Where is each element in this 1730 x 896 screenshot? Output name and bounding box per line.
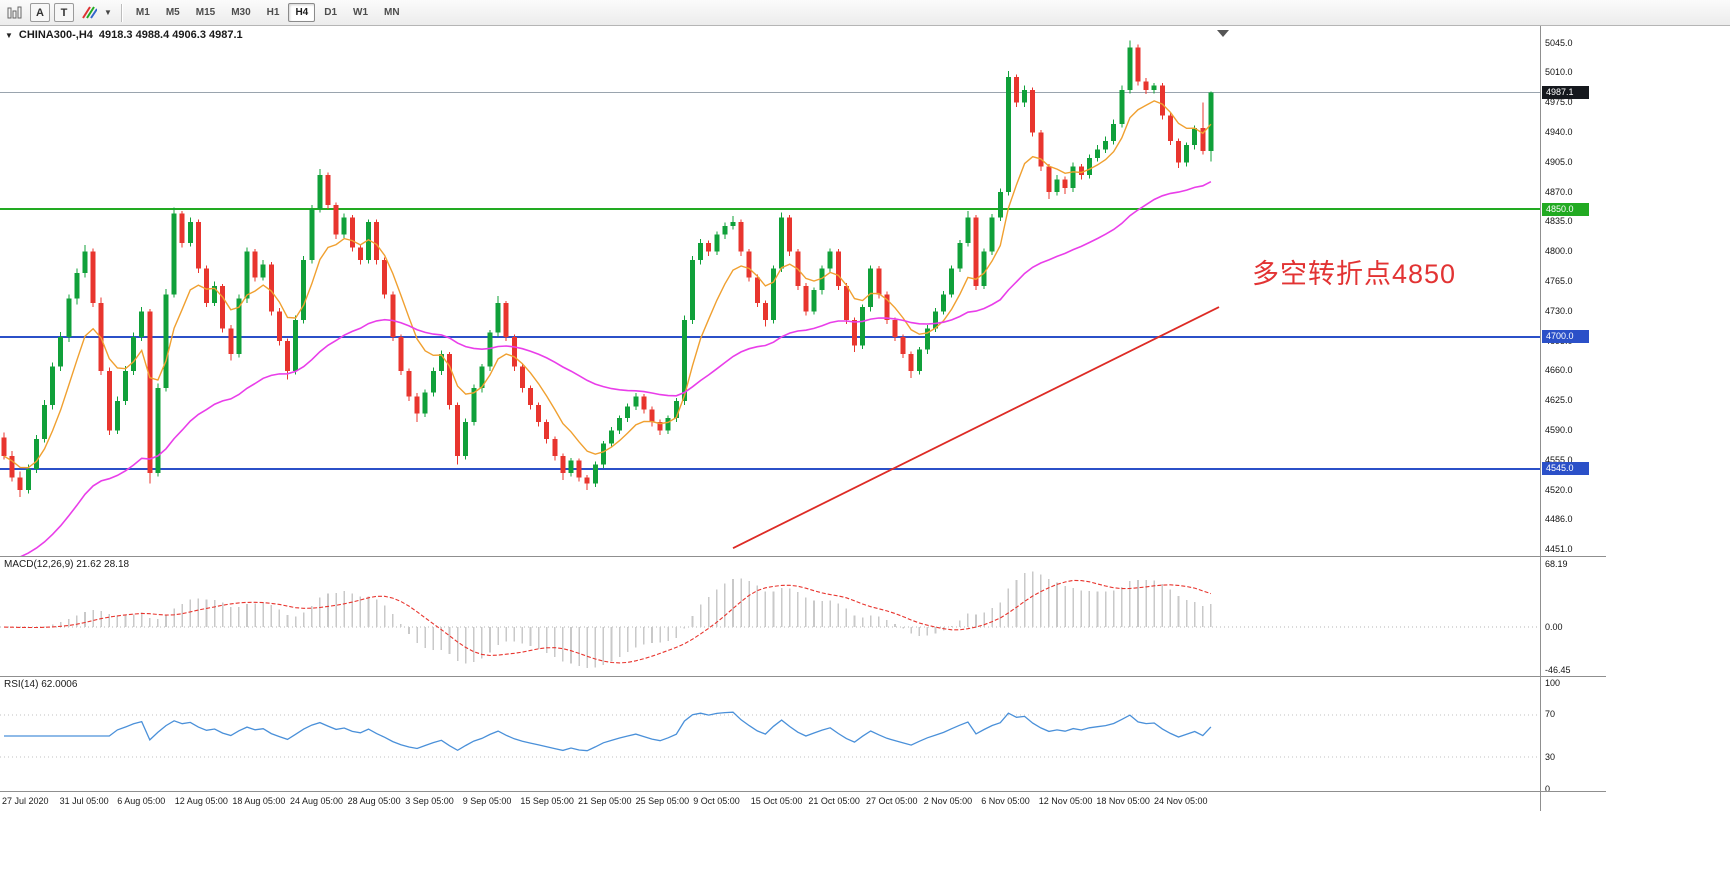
long-trend-line [732, 306, 1220, 549]
rsi-axis-label: 30 [1545, 751, 1556, 762]
price-axis-label: 4905.0 [1545, 156, 1573, 167]
time-axis-label: 2 Nov 05:00 [923, 796, 973, 806]
price-axis-label: 4975.0 [1545, 97, 1573, 108]
price-axis-label: 4660.0 [1545, 365, 1573, 376]
ohlc-values: 4918.3 4988.4 4906.3 4987.1 [98, 29, 243, 41]
macd-axis-label: 0.00 [1545, 621, 1563, 632]
timeframe-button-m1[interactable]: M1 [135, 7, 150, 18]
timeframe-button-mn[interactable]: MN [384, 7, 400, 18]
rsi-panel[interactable] [0, 676, 1541, 791]
time-axis[interactable]: 27 Jul 2020 31 Jul 05:00 6 Aug 05:00 12 Aug… [0, 791, 1606, 813]
time-axis-label: 9 Oct 05:00 [693, 796, 740, 806]
price-axis-label: 4451.0 [1545, 543, 1573, 554]
chevron-down-icon[interactable]: ▼ [104, 8, 112, 17]
time-axis-label: 21 Sep 05:00 [578, 796, 632, 806]
rsi-axis-label: 70 [1545, 709, 1556, 720]
price-axis-label: 4730.0 [1545, 305, 1573, 316]
time-axis-label: 21 Oct 05:00 [808, 796, 860, 806]
time-axis-label: 27 Oct 05:00 [866, 796, 918, 806]
price-axis-label: 4555.0 [1545, 454, 1573, 465]
price-axis-label: 4940.0 [1545, 126, 1573, 137]
time-axis-label: 27 Jul 2020 [2, 796, 49, 806]
cursor-a-button[interactable]: A [30, 3, 50, 22]
macd-axis-label: -46.45 [1545, 664, 1571, 675]
chart-annotation: 多空转折点4850 [1252, 259, 1457, 289]
price-badge-4545.0: 4545.0 [1542, 462, 1589, 476]
macd-indicator-label: MACD(12,26,9) 21.62 28.18 [4, 559, 130, 570]
timeframe-button-m30[interactable]: M30 [231, 7, 251, 18]
price-badge-4987.1: 4987.1 [1542, 85, 1589, 99]
price-axis-label: 5045.0 [1545, 37, 1573, 48]
collapse-triangle-icon[interactable]: ▼ [5, 30, 13, 40]
price-axis-border [1540, 26, 1541, 811]
ma-fast-line [3, 100, 1212, 469]
macd-axis-label: 68.19 [1545, 558, 1568, 569]
price-axis-label: 5010.0 [1545, 67, 1573, 78]
timeframe-button-h1[interactable]: H1 [266, 7, 280, 18]
timeframe-button-h4[interactable]: H4 [288, 3, 316, 22]
chart-window: ▼ CHINA300-,H4 4918.3 4988.4 4906.3 4987… [0, 26, 1730, 896]
toolbar-separator [120, 3, 122, 22]
timeframe-button-w1[interactable]: W1 [353, 7, 369, 18]
rsi-indicator-label: RSI(14) 62.0006 [4, 679, 78, 690]
time-axis-label: 24 Aug 05:00 [290, 796, 344, 806]
time-axis-label: 12 Aug 05:00 [174, 796, 228, 806]
time-axis-label: 6 Aug 05:00 [117, 796, 166, 806]
timeframe-button-d1[interactable]: D1 [324, 7, 338, 18]
time-axis-label: 6 Nov 05:00 [981, 796, 1030, 806]
time-axis-label: 12 Nov 05:00 [1038, 796, 1093, 806]
text-t-button[interactable]: T [54, 3, 74, 22]
colors-pencil-button[interactable] [78, 3, 100, 22]
price-axis-label: 4800.0 [1545, 246, 1573, 257]
panel-separator [0, 676, 1606, 677]
price-badge-4700.0: 4700.0 [1542, 330, 1589, 344]
time-axis-label: 25 Sep 05:00 [635, 796, 690, 806]
price-axis-label: 4590.0 [1545, 425, 1573, 436]
panel-separator [0, 556, 1606, 557]
timeframe-group: M1 M5 M15 M30 H1 H4 D1 W1 MN [129, 3, 409, 22]
time-axis-label: 28 Aug 05:00 [347, 796, 401, 806]
time-axis-label: 24 Nov 05:00 [1154, 796, 1208, 806]
rsi-line [4, 711, 1212, 752]
chart-shift-marker [1217, 30, 1229, 37]
time-axis-label: 18 Nov 05:00 [1096, 796, 1150, 806]
time-axis-label: 15 Sep 05:00 [520, 796, 574, 806]
timeframe-button-m5[interactable]: M5 [165, 7, 180, 18]
price-axis-label: 4765.0 [1545, 276, 1573, 287]
price-badge-4850.0: 4850.0 [1542, 202, 1589, 216]
price-axis-label: 4870.0 [1545, 186, 1573, 197]
rsi-axis-label: 100 [1545, 677, 1561, 688]
price-axis-label: 4625.0 [1545, 395, 1573, 406]
time-axis-label: 31 Jul 05:00 [59, 796, 109, 806]
time-axis-label: 18 Aug 05:00 [232, 796, 286, 806]
price-axis-label: 4486.0 [1545, 513, 1573, 524]
candlestick-chart[interactable] [0, 26, 1541, 556]
timeframe-button-m15[interactable]: M15 [195, 7, 216, 18]
price-axis-label: 4835.0 [1545, 216, 1573, 227]
ma-slow-line [20, 180, 1212, 556]
macd-panel[interactable] [0, 556, 1541, 676]
macd-signal-line [3, 579, 1212, 664]
time-axis-label: 15 Oct 05:00 [750, 796, 803, 806]
price-axis[interactable]: 5045.0 5010.0 4975.0 4940.0 4905.0 4870.0 4835… [1541, 26, 1631, 811]
symbol-period-label: CHINA300-,H4 [18, 29, 93, 41]
toolbar: A T ▼ M1 M5 M15 M30 H1 H4 D1 W1 MN [0, 0, 1730, 26]
chart-ohlc-readout: ▼ CHINA300-,H4 4918.3 4988.4 4906.3 4987… [5, 29, 243, 41]
chart-bars-icon[interactable] [4, 3, 26, 22]
pencils-icon [82, 6, 97, 19]
rsi-axis-label: 0 [1545, 783, 1551, 794]
time-axis-label: 9 Sep 05:00 [462, 796, 512, 806]
time-axis-label: 3 Sep 05:00 [405, 796, 454, 806]
price-axis-label: 4520.0 [1545, 484, 1573, 495]
chart-bars-icon-glyph [7, 6, 22, 18]
